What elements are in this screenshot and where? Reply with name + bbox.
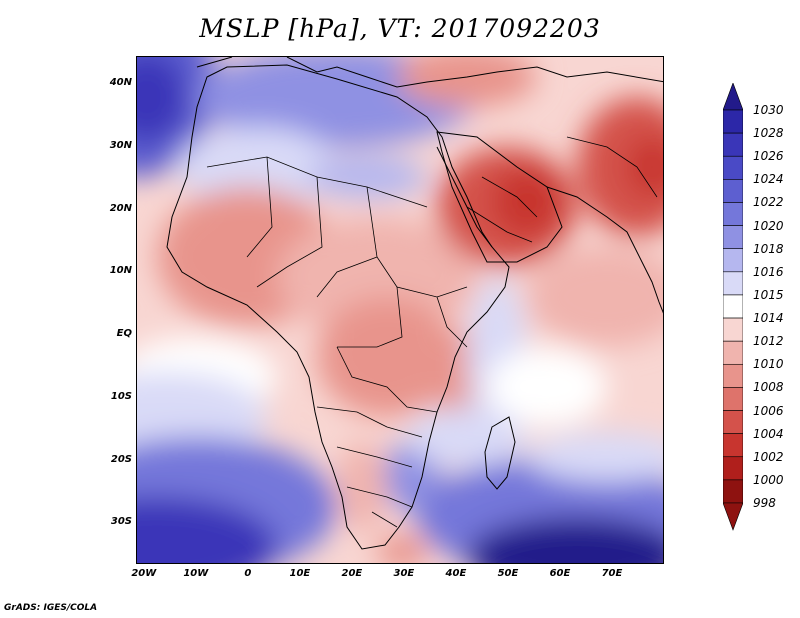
colorbar-segment <box>722 410 744 434</box>
lon-label: 20E <box>341 568 363 579</box>
arabian-sea <box>527 247 663 347</box>
colorbar-level-label: 1016 <box>753 264 784 279</box>
colorbar-segment <box>722 340 744 365</box>
libya-ridge <box>307 155 427 199</box>
colorbar-min-arrow <box>722 502 744 531</box>
india-low-core <box>627 137 663 197</box>
north-africa-ridge <box>177 127 337 207</box>
colorbar-segment <box>722 225 744 250</box>
colorbar-level-label: 1018 <box>753 241 784 256</box>
lat-label: 20S <box>110 453 132 465</box>
namibia-low <box>337 442 387 532</box>
kalahari-high <box>382 442 442 512</box>
lon-label: 0 <box>244 568 252 579</box>
colorbar-level-label: 1006 <box>753 403 784 418</box>
atlantic-high-core <box>137 57 187 142</box>
lon-label: 10E <box>289 568 311 579</box>
colorbar-segment <box>722 387 744 411</box>
colorbar-segment <box>722 202 744 226</box>
colorbar-segment <box>722 179 744 203</box>
colorbar-level-label: 1020 <box>753 218 784 233</box>
sahel-low <box>277 217 477 337</box>
colorbar-segment <box>722 433 744 458</box>
colorbar-level-label: 1024 <box>753 172 784 187</box>
colorbar <box>722 82 744 537</box>
india-low <box>577 97 663 237</box>
arabia-outline <box>436 131 563 263</box>
colorbar-segment <box>722 155 744 180</box>
lon-label: 40E <box>445 568 467 579</box>
europe-coast <box>196 57 663 88</box>
colorbar-level-label: 1015 <box>753 287 784 302</box>
anatolia-low <box>397 57 537 107</box>
colorbar-segment <box>722 132 744 157</box>
pressure-map <box>136 56 664 564</box>
madagascar-outline <box>484 416 516 490</box>
colorbar-segment <box>722 294 744 319</box>
lon-label: 50E <box>497 568 519 579</box>
colorbar-level-label: 1004 <box>753 426 784 441</box>
lon-label: 30E <box>393 568 415 579</box>
lon-label: 60E <box>549 568 571 579</box>
lon-label: 20W <box>131 568 157 579</box>
lat-label: 20N <box>109 202 132 214</box>
colorbar-level-label: 1022 <box>753 195 784 210</box>
congo-low <box>317 297 457 417</box>
lat-label: 10N <box>109 265 132 277</box>
colorbar-level-label: 1028 <box>753 126 784 141</box>
asia-coast <box>546 186 663 314</box>
colorbar-segment <box>722 271 744 296</box>
lon-label: 10W <box>183 568 209 579</box>
gulf-low-core <box>492 167 562 237</box>
colorbar-segment <box>722 456 744 481</box>
pressure-map-canvas <box>137 57 663 563</box>
colorbar-level-label: 1030 <box>753 103 784 117</box>
colorbar-level-label: 1010 <box>753 357 784 372</box>
lat-label: 40N <box>109 77 132 89</box>
colorbar-level-label: 1012 <box>753 334 784 349</box>
colorbar-level-label: 1014 <box>753 311 784 326</box>
grads-credit: GrADS: IGES/COLA <box>4 603 98 613</box>
colorbar-segment <box>722 479 744 504</box>
colorbar-level-label: 1008 <box>753 380 784 395</box>
colorbar-level-label: 998 <box>753 496 776 510</box>
lon-label: 70E <box>601 568 623 579</box>
south-atlantic-high <box>137 497 277 563</box>
colorbar-segment <box>722 109 744 134</box>
colorbar-max-arrow <box>722 82 744 111</box>
colorbar-graphic <box>722 82 744 531</box>
lat-label: 10S <box>110 390 132 402</box>
colorbar-segment <box>722 317 744 342</box>
colorbar-level-label: 1000 <box>753 472 784 487</box>
indian-ridge <box>527 432 663 482</box>
colorbar-level-label: 1002 <box>753 449 784 464</box>
colorbar-segment <box>722 248 744 273</box>
country-borders <box>206 136 658 528</box>
coastlines <box>166 57 663 550</box>
lat-label: 30N <box>109 139 132 151</box>
colorbar-segment <box>722 363 744 388</box>
lat-label: 30S <box>110 516 132 528</box>
indian-ocean-high <box>467 517 663 563</box>
colorbar-level-label: 1026 <box>753 149 784 164</box>
map-title: MSLP [hPa], VT: 2017092203 <box>199 14 601 43</box>
pressure-field <box>137 57 663 563</box>
lat-label: EQ <box>116 328 132 340</box>
cape-low <box>377 534 427 563</box>
western-indian-ridge <box>487 347 607 427</box>
mozambique-ridge <box>407 407 527 467</box>
